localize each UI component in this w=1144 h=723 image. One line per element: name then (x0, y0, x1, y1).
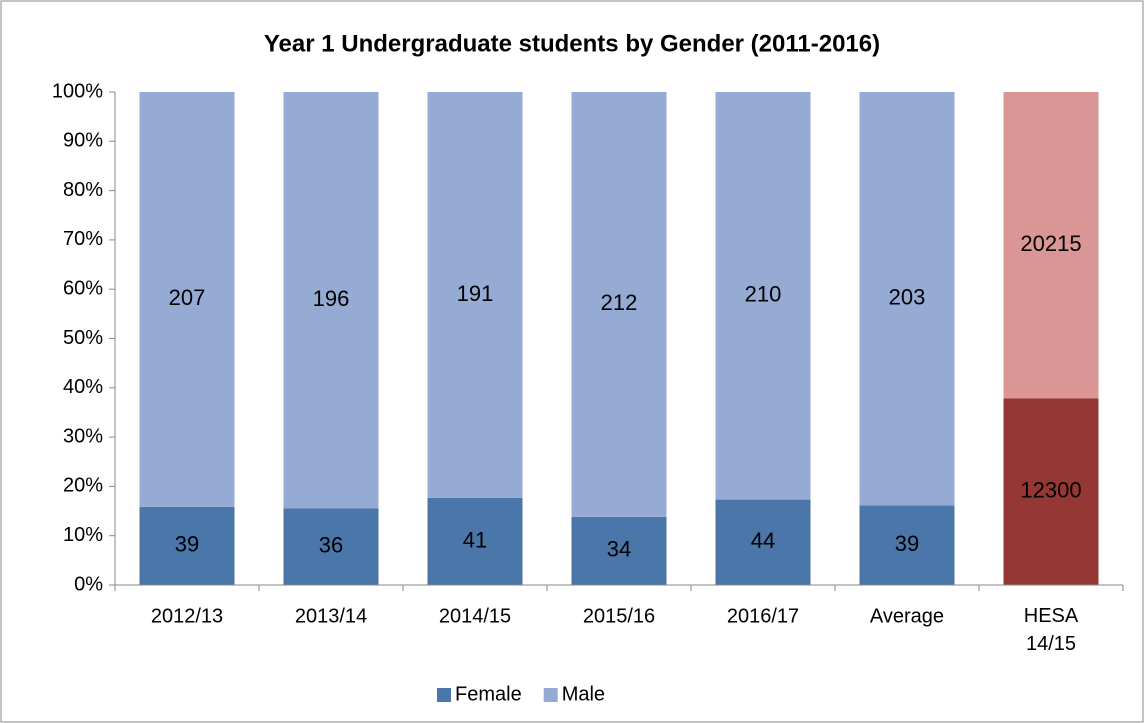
y-tick-label: 50% (63, 327, 103, 349)
legend-swatch (437, 688, 451, 702)
bar-segment (139, 92, 235, 507)
y-tick-label: 20% (63, 475, 103, 497)
bar-segment (139, 506, 235, 585)
bar-segment (427, 497, 523, 585)
y-tick-label: 80% (63, 179, 103, 201)
x-tick-label: 2014/15 (439, 605, 511, 627)
y-tick-label: 100% (52, 80, 103, 102)
data-label: 210 (745, 282, 782, 307)
x-tick-label: 2013/14 (295, 605, 367, 627)
bar-segment (283, 508, 379, 585)
data-label: 34 (607, 537, 631, 562)
data-label: 44 (751, 528, 775, 553)
data-label: 39 (895, 531, 919, 556)
data-label: 212 (601, 290, 638, 315)
bar-segment (1003, 398, 1099, 585)
y-tick-label: 70% (63, 228, 103, 250)
data-label: 36 (319, 533, 343, 558)
x-tick-label: Average (870, 605, 944, 627)
y-tick-label: 10% (63, 524, 103, 546)
y-tick-label: 30% (63, 425, 103, 447)
bar-segment (571, 92, 667, 517)
data-label: 196 (313, 286, 350, 311)
x-tick-label: 2015/16 (583, 605, 655, 627)
bar-segment (427, 92, 523, 498)
data-label: 203 (889, 285, 926, 310)
bar-segment (859, 505, 955, 585)
chart-title: Year 1 Undergraduate students by Gender … (264, 30, 880, 57)
legend-label: Female (455, 683, 522, 705)
data-label: 191 (457, 281, 494, 306)
data-label: 20215 (1020, 231, 1081, 256)
data-label: 39 (175, 532, 199, 557)
x-tick-label: 2012/13 (151, 605, 223, 627)
data-label: 12300 (1020, 478, 1081, 503)
x-tick-label-line: HESA (1024, 605, 1079, 627)
y-tick-label: 0% (74, 573, 103, 595)
y-tick-label: 40% (63, 376, 103, 398)
bar-segment (715, 499, 811, 585)
bar-segment (571, 516, 667, 585)
x-tick-label: 2016/17 (727, 605, 799, 627)
bar-segment (859, 92, 955, 506)
x-tick-label: HESA 14/15 (1024, 605, 1079, 655)
legend-swatch (543, 688, 558, 702)
legend-label: Male (562, 683, 605, 705)
bar-segment (283, 92, 379, 509)
x-tick-label-line: 14/15 (1026, 633, 1076, 655)
data-label: 207 (169, 285, 206, 310)
data-label: 41 (463, 527, 487, 552)
y-tick-label: 60% (63, 277, 103, 299)
bar-segment (715, 92, 811, 500)
bar-segment (1003, 92, 1099, 399)
y-tick-label: 90% (63, 130, 103, 152)
